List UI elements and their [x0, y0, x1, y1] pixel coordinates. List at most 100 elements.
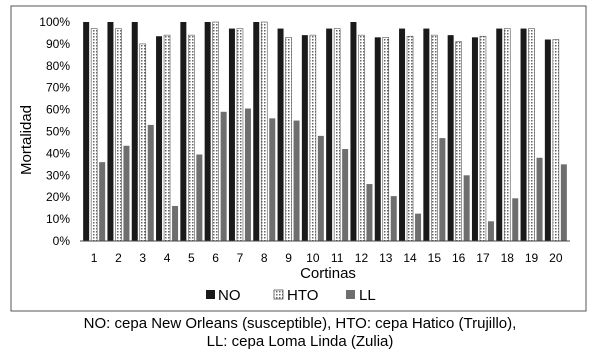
- x-tick-label: 7: [237, 251, 244, 265]
- y-tick-label: 10%: [46, 212, 70, 226]
- y-tick-label: 0%: [53, 234, 71, 248]
- bar-no-14: [399, 28, 406, 241]
- bar-hto-20: [552, 39, 560, 242]
- bar-no-13: [374, 37, 381, 241]
- bar-hto-11: [333, 28, 341, 242]
- x-tick-label: 1: [91, 251, 98, 265]
- legend-swatch-ll: [346, 290, 355, 299]
- bar-ll-8: [269, 118, 276, 241]
- x-tick-labels: 1 2 3 4 5 6 7 8 9 10 11 12 13 14 15 16 17 18 19 20: [91, 251, 563, 265]
- bar-no-11: [326, 28, 333, 241]
- bar-ll-11: [342, 149, 349, 241]
- bar-ll-16: [463, 175, 470, 241]
- legend: NO HTO LL: [206, 287, 376, 304]
- x-tick-label: 5: [188, 251, 195, 265]
- y-tick-label: 20%: [46, 190, 70, 204]
- bar-no-6: [204, 22, 211, 241]
- bar-ll-12: [366, 184, 373, 241]
- bar-ll-5: [196, 154, 203, 241]
- x-tick-label: 12: [355, 251, 369, 265]
- x-tick-label: 6: [212, 251, 219, 265]
- x-tick-label: 3: [139, 251, 146, 265]
- bar-no-5: [180, 22, 187, 241]
- bar-hto-14: [406, 35, 414, 242]
- bar-no-9: [277, 28, 284, 241]
- y-tick-label: 30%: [46, 168, 70, 182]
- y-axis-title: Mortalidad: [18, 105, 35, 175]
- bar-no-8: [253, 22, 260, 241]
- bar-hto-10: [309, 34, 317, 242]
- bar-no-20: [544, 39, 551, 241]
- bar-marks: [83, 21, 567, 242]
- x-tick-label: 16: [452, 251, 466, 265]
- bar-ll-17: [487, 221, 494, 241]
- x-axis-title: Cortinas: [300, 265, 356, 282]
- y-tick-label: 80%: [46, 59, 70, 73]
- caption-line-1: NO: cepa New Orleans (susceptible), HTO:…: [84, 315, 517, 332]
- bar-ll-13: [390, 196, 397, 241]
- bar-hto-5: [188, 34, 195, 242]
- bar-no-16: [447, 35, 454, 241]
- bar-hto-6: [212, 21, 219, 242]
- y-tick-label: 90%: [46, 37, 70, 51]
- x-tick-label: 4: [164, 251, 171, 265]
- y-tick-labels: 0% 10% 20% 30% 40% 50% 60% 70% 80% 90% 100%: [39, 15, 70, 248]
- legend-label-hto: HTO: [287, 287, 318, 304]
- y-tick-label: 100%: [39, 15, 70, 29]
- bar-hto-9: [285, 37, 292, 242]
- bar-ll-6: [220, 111, 227, 241]
- bar-hto-3: [139, 43, 147, 242]
- x-tick-label: 19: [525, 251, 539, 265]
- bar-no-10: [301, 35, 308, 241]
- bar-hto-18: [503, 28, 511, 242]
- x-tick-label: 9: [285, 251, 292, 265]
- y-tick-label: 60%: [46, 103, 70, 117]
- bar-no-1: [83, 22, 90, 241]
- bar-ll-20: [560, 164, 567, 241]
- bar-no-7: [228, 28, 235, 241]
- x-tick-label: 18: [501, 251, 515, 265]
- bar-no-18: [496, 28, 503, 241]
- bar-no-19: [520, 28, 527, 241]
- y-tick-label: 70%: [46, 81, 70, 95]
- bar-no-3: [131, 22, 138, 241]
- bar-no-4: [156, 36, 163, 242]
- bar-ll-15: [439, 138, 446, 241]
- legend-label-no: NO: [218, 287, 241, 304]
- x-tick-label: 11: [331, 251, 344, 265]
- bar-no-12: [350, 22, 357, 241]
- bar-ll-9: [293, 120, 300, 241]
- legend-swatch-hto: [273, 289, 284, 300]
- bar-ll-10: [317, 135, 324, 241]
- bar-ll-14: [415, 213, 422, 242]
- bar-ll-3: [147, 124, 154, 241]
- bar-hto-15: [431, 34, 438, 242]
- legend-swatch-no: [206, 290, 215, 299]
- bar-ll-1: [99, 162, 106, 241]
- bar-hto-13: [382, 37, 390, 242]
- x-tick-label: 2: [115, 251, 122, 265]
- x-tick-label: 20: [549, 251, 563, 265]
- bar-no-17: [471, 37, 478, 241]
- bar-ll-7: [244, 108, 251, 241]
- caption-line-2: LL: cepa Loma Linda (Zulia): [207, 333, 394, 350]
- bar-ll-2: [123, 145, 130, 241]
- bar-hto-2: [115, 28, 122, 242]
- x-tick-label: 14: [403, 251, 417, 265]
- bar-ll-19: [536, 157, 543, 241]
- bar-ll-18: [512, 198, 519, 241]
- bar-no-2: [107, 22, 114, 241]
- x-tick-label: 8: [261, 251, 268, 265]
- bar-no-15: [423, 28, 430, 241]
- x-tick-label: 17: [476, 251, 490, 265]
- bar-ll-4: [172, 205, 179, 241]
- bar-hto-1: [90, 28, 98, 242]
- bar-hto-16: [455, 41, 462, 242]
- legend-label-ll: LL: [359, 287, 376, 304]
- x-tick-label: 10: [306, 251, 320, 265]
- bar-hto-4: [163, 34, 171, 242]
- x-tick-label: 13: [379, 251, 393, 265]
- x-tick-label: 15: [428, 251, 442, 265]
